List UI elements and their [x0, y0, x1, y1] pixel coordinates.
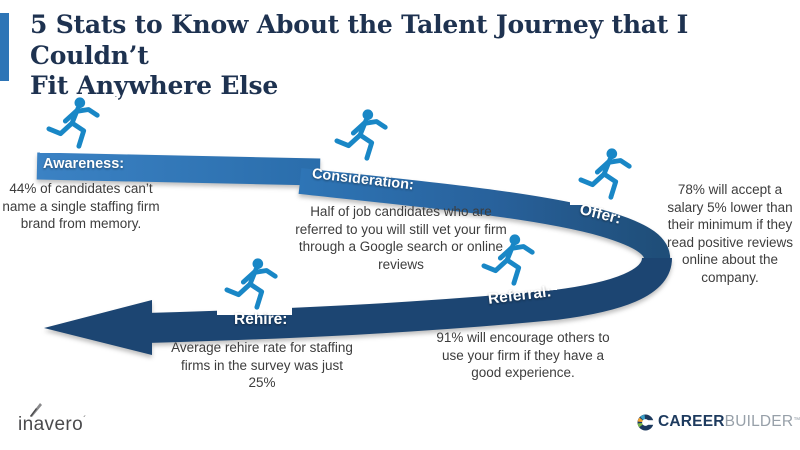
- feather-icon: [30, 403, 42, 417]
- careerbuilder-logo: CAREERBUILDER™: [637, 413, 800, 431]
- careerbuilder-wordmark-light: BUILDER: [724, 413, 794, 430]
- inavero-trademark: ´: [83, 415, 87, 426]
- title-accent-bar: [0, 13, 9, 81]
- runner-icon: [334, 109, 388, 161]
- stat-text-offer: 78% will accept a salary 5% lower than t…: [666, 182, 794, 285]
- stat-text-referral: 91% will encourage others to use your fi…: [436, 330, 610, 381]
- page-title: 5 Stats to Know About the Talent Journey…: [30, 10, 689, 100]
- careerbuilder-wordmark-bold: CAREER: [658, 413, 725, 430]
- stage-label-awareness: Awareness:: [43, 156, 125, 172]
- runner-icon: [481, 234, 535, 286]
- careerbuilder-trademark: ™: [793, 417, 800, 424]
- stat-text-consideration: Half of job candidates who are referred …: [295, 204, 507, 272]
- inavero-wordmark: inavero: [18, 414, 84, 435]
- runner-icon: [224, 258, 278, 310]
- stat-text-awareness: 44% of candidates can’t name a single st…: [2, 181, 160, 232]
- inavero-logo: inavero´: [18, 403, 87, 435]
- runner-icon: [578, 148, 632, 200]
- careerbuilder-icon: [637, 414, 654, 430]
- stage-label-rehire: Rehire:: [234, 311, 288, 328]
- stat-text-rehire: Average rehire rate for staffing firms i…: [171, 340, 353, 391]
- runner-icon: [46, 97, 100, 149]
